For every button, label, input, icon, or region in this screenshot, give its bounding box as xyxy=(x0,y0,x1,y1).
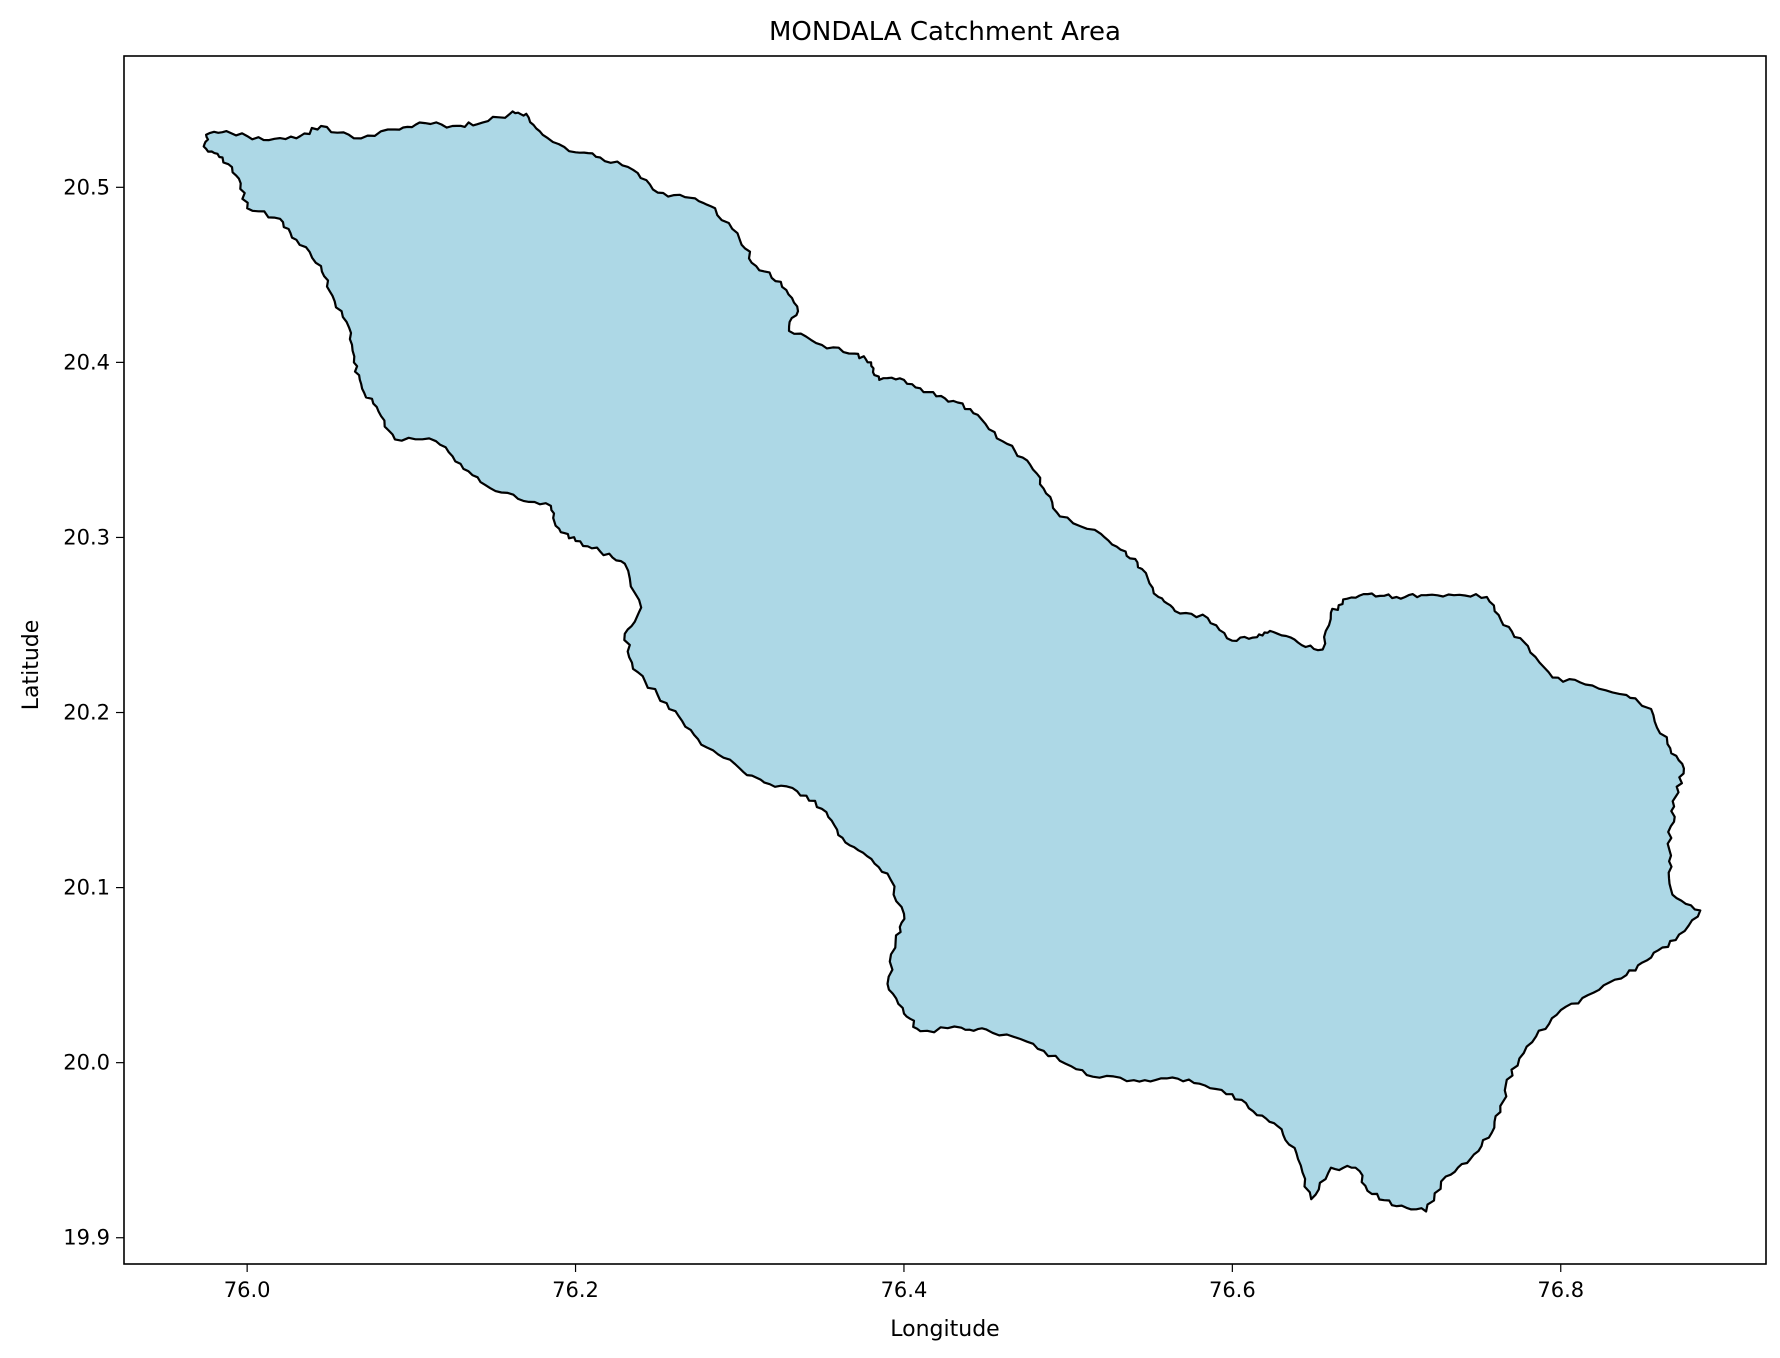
x-tick-label: 76.6 xyxy=(1209,1278,1256,1302)
x-tick-label: 76.0 xyxy=(224,1278,271,1302)
x-axis-label: Longitude xyxy=(890,1317,999,1342)
y-axis-ticks: 19.9 20.0 20.1 20.2 20.3 20.4 20.5 xyxy=(63,175,124,1250)
plot-frame xyxy=(123,55,1767,1265)
x-tick-label: 76.8 xyxy=(1537,1278,1584,1302)
y-tick-label: 20.4 xyxy=(63,350,110,374)
y-tick-label: 19.9 xyxy=(63,1226,110,1250)
x-tick-label: 76.2 xyxy=(552,1278,599,1302)
chart-title: MONDALA Catchment Area xyxy=(769,17,1121,47)
catchment-area-polygon xyxy=(202,110,1702,1213)
y-tick-label: 20.0 xyxy=(63,1051,110,1075)
x-tick-label: 76.4 xyxy=(881,1278,928,1302)
y-tick-label: 20.5 xyxy=(63,175,110,199)
x-axis-ticks: 76.0 76.2 76.4 76.6 76.8 xyxy=(224,1264,1584,1302)
y-tick-label: 20.2 xyxy=(63,701,110,725)
y-tick-label: 20.3 xyxy=(63,525,110,549)
plot-area xyxy=(123,55,1767,1265)
y-tick-label: 20.1 xyxy=(63,876,110,900)
y-axis-label: Latitude xyxy=(19,620,44,711)
